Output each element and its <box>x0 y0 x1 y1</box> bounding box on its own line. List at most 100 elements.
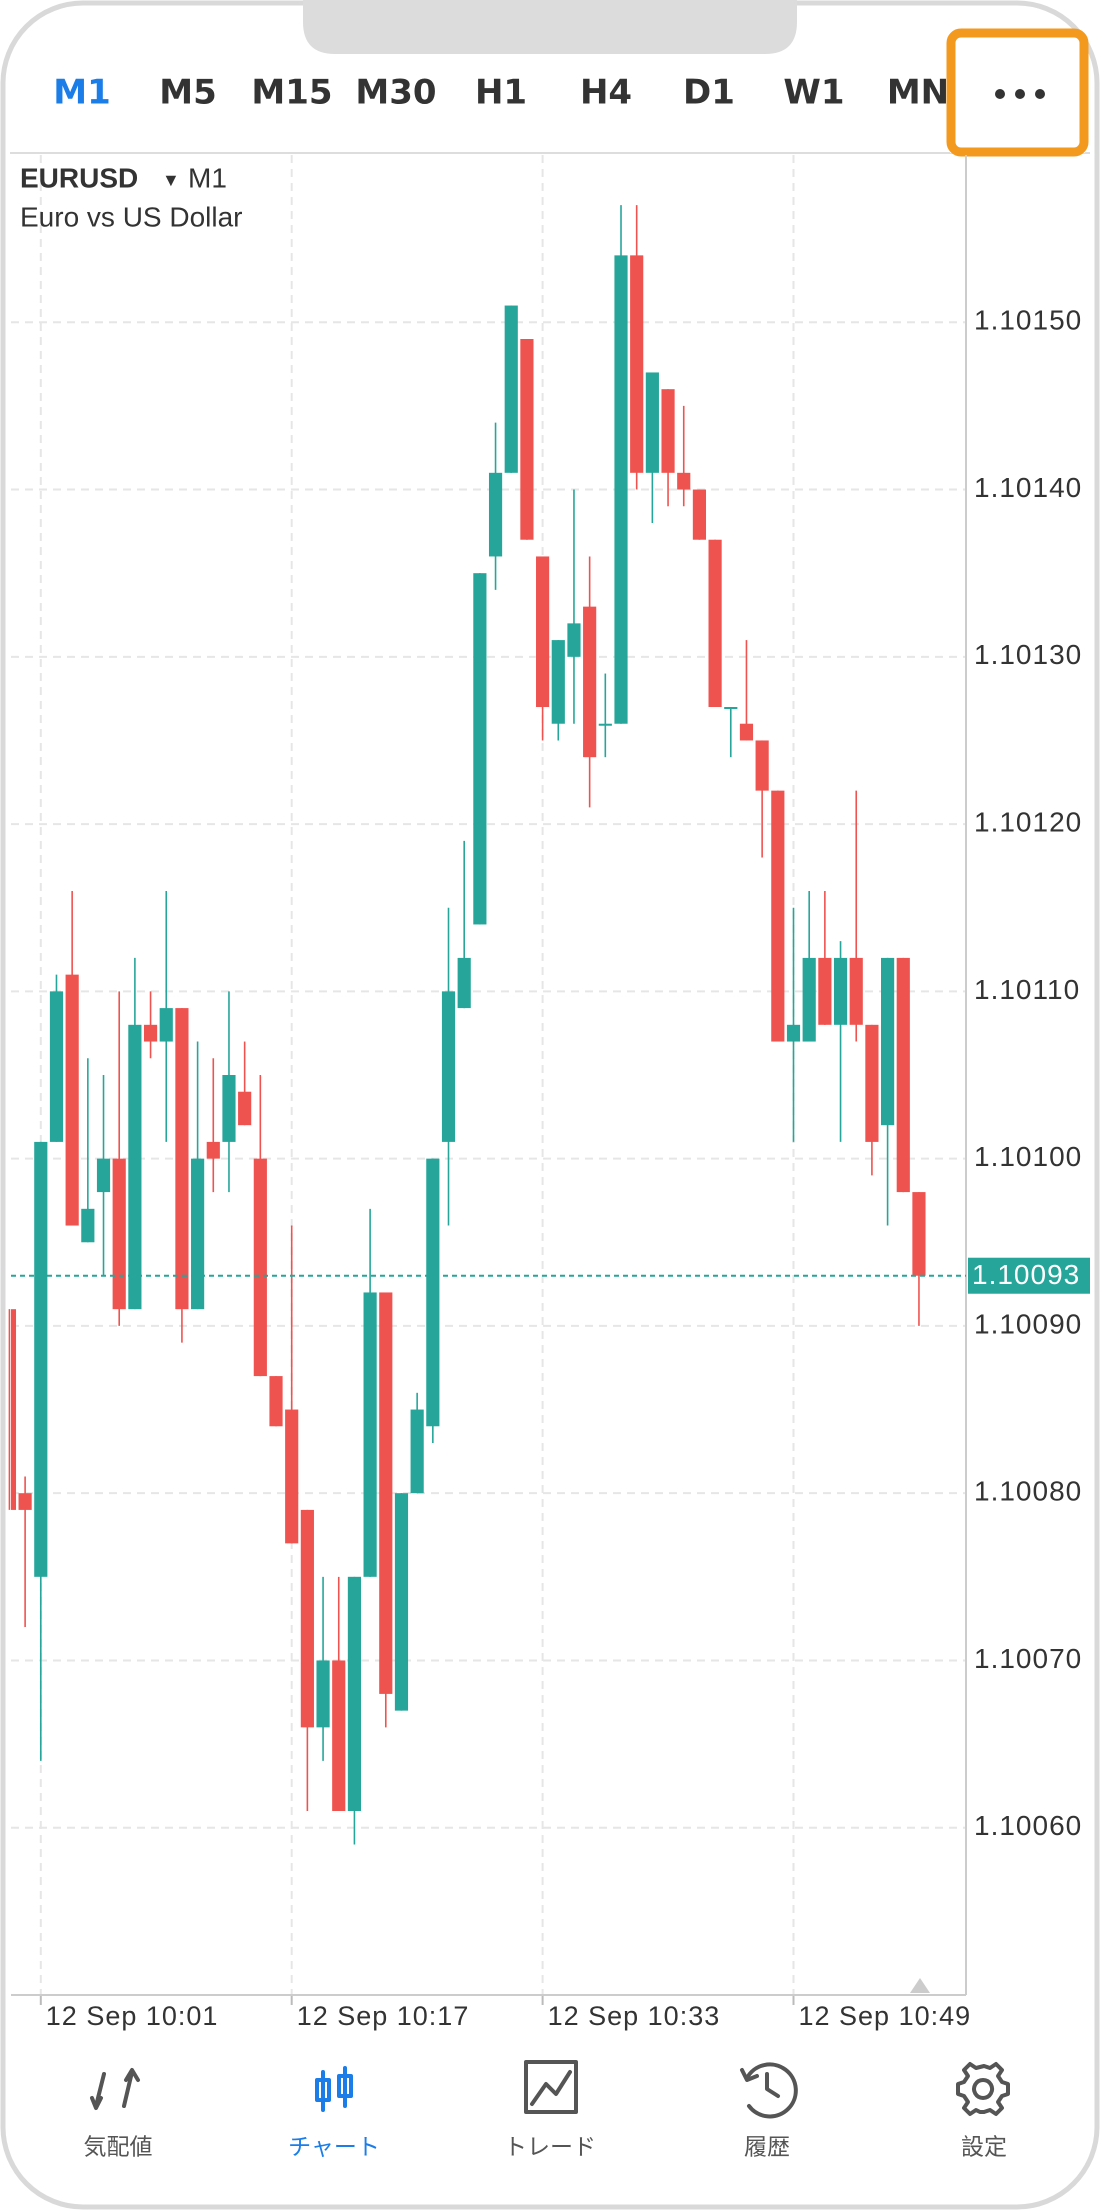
candle-body <box>457 957 471 1009</box>
nav-label[interactable]: 設定 <box>961 2135 1007 2161</box>
candle-body <box>881 957 895 1126</box>
nav-icon <box>90 2068 140 2110</box>
candle-body <box>112 1158 126 1310</box>
current-price-box <box>968 1257 1090 1294</box>
candle-body <box>833 957 848 1025</box>
candle-body <box>96 1158 111 1193</box>
y-tick-label: 1.10130 <box>974 639 1082 670</box>
candle-body <box>865 1024 879 1142</box>
timeframe-button[interactable]: H4 <box>580 73 632 113</box>
candle-body <box>34 1141 48 1577</box>
candle-body <box>128 1024 142 1310</box>
candle-body <box>363 1292 377 1577</box>
highlight-box <box>946 28 1089 157</box>
timeframe-button[interactable]: H1 <box>475 73 527 113</box>
y-tick-label: 1.10100 <box>974 1141 1082 1172</box>
candle-body <box>379 1292 393 1694</box>
timeframe-bar: M1 M5 M15 M30 H1 H4 D1 W1 MN <box>53 73 949 113</box>
candle-body <box>661 389 675 473</box>
candle-body <box>755 740 769 791</box>
candle-body <box>536 556 550 707</box>
candle-body <box>849 957 863 1025</box>
timeframe-button[interactable]: W1 <box>783 73 844 113</box>
candle-body <box>677 472 691 490</box>
candle-body <box>253 1158 267 1377</box>
more-button[interactable] <box>995 89 1045 99</box>
nav-icon <box>956 2062 1010 2116</box>
chart: 1.10060 1.10070 1.10080 1.10090 1.10100 1.101… <box>8 155 1090 2031</box>
y-tick-label: 1.10070 <box>974 1643 1082 1674</box>
candle-body <box>18 1493 32 1510</box>
candle-body <box>191 1158 205 1310</box>
timeframe-button[interactable]: MN <box>887 73 949 113</box>
candle-body <box>441 991 456 1142</box>
y-tick-label: 1.10110 <box>974 974 1080 1005</box>
candle-body <box>332 1660 346 1811</box>
candle-body <box>583 606 597 758</box>
candle-body <box>316 1660 330 1728</box>
candle-body <box>222 1075 236 1142</box>
notch <box>303 0 797 54</box>
nav-label[interactable]: 気配値 <box>84 2135 153 2161</box>
candle-body <box>520 339 534 540</box>
candle-body <box>269 1376 283 1427</box>
candle-body <box>488 472 503 557</box>
dot <box>1015 89 1025 99</box>
current-price-label: 1.10093 <box>972 1259 1080 1290</box>
x-tick-label: 12 Sep 10:17 <box>297 2001 470 2031</box>
candle-body <box>347 1576 362 1811</box>
dot <box>995 89 1005 99</box>
symbol: EURUSD <box>20 162 138 193</box>
candle-body <box>206 1141 220 1159</box>
bottom-nav: 気配値 チャート トレード 履歴 設定 <box>84 2060 1010 2161</box>
candle-body <box>394 1493 409 1711</box>
candle-body <box>285 1409 299 1544</box>
timeframe-button[interactable]: M5 <box>159 73 217 113</box>
timeframe-button[interactable]: M1 <box>53 73 111 113</box>
candle-body <box>786 1024 801 1042</box>
candle-body <box>473 573 487 925</box>
x-tick-label: 12 Sep 10:01 <box>46 2001 219 2031</box>
scroll-marker <box>910 1978 930 1993</box>
symbol-description: Euro vs US Dollar <box>20 201 243 232</box>
timeframe-button[interactable]: M30 <box>355 73 436 113</box>
candle-body <box>802 957 816 1042</box>
candle-body <box>159 1008 173 1042</box>
y-tick-label: 1.10080 <box>974 1476 1082 1507</box>
candle-body <box>11 1309 17 1510</box>
nav-label[interactable]: トレード <box>504 2135 596 2161</box>
nav-label[interactable]: チャート <box>288 2135 380 2161</box>
nav-icon <box>315 2066 353 2112</box>
candle-body <box>300 1509 314 1728</box>
x-tick-label: 12 Sep 10:33 <box>548 2001 721 2031</box>
candle-body <box>49 991 64 1142</box>
candle-body <box>708 539 722 707</box>
y-tick-label: 1.10150 <box>974 305 1082 336</box>
candle-body <box>143 1024 158 1042</box>
candle-body <box>896 957 910 1193</box>
timeframe-button[interactable]: M15 <box>251 73 332 113</box>
candle-body <box>739 723 754 741</box>
candle-body <box>175 1008 189 1310</box>
period: M1 <box>188 162 227 193</box>
nav-icon <box>740 2062 798 2119</box>
candle-body <box>614 255 628 724</box>
candle-body <box>410 1409 424 1494</box>
dot <box>1035 89 1045 99</box>
candle-body <box>567 623 581 657</box>
candle-body <box>771 790 785 1042</box>
candle-body <box>551 640 565 724</box>
candle-body <box>630 255 644 473</box>
timeframe-button[interactable]: D1 <box>683 73 735 113</box>
candle-body <box>692 489 707 540</box>
candle-body <box>504 305 518 473</box>
nav-label[interactable]: 履歴 <box>744 2135 790 2161</box>
y-tick-label: 1.10060 <box>974 1810 1082 1841</box>
candle-body <box>65 974 79 1226</box>
candle-body <box>238 1091 252 1126</box>
x-tick-label: 12 Sep 10:49 <box>799 2001 972 2031</box>
candle-body <box>724 707 738 709</box>
y-tick-label: 1.10140 <box>974 472 1082 503</box>
